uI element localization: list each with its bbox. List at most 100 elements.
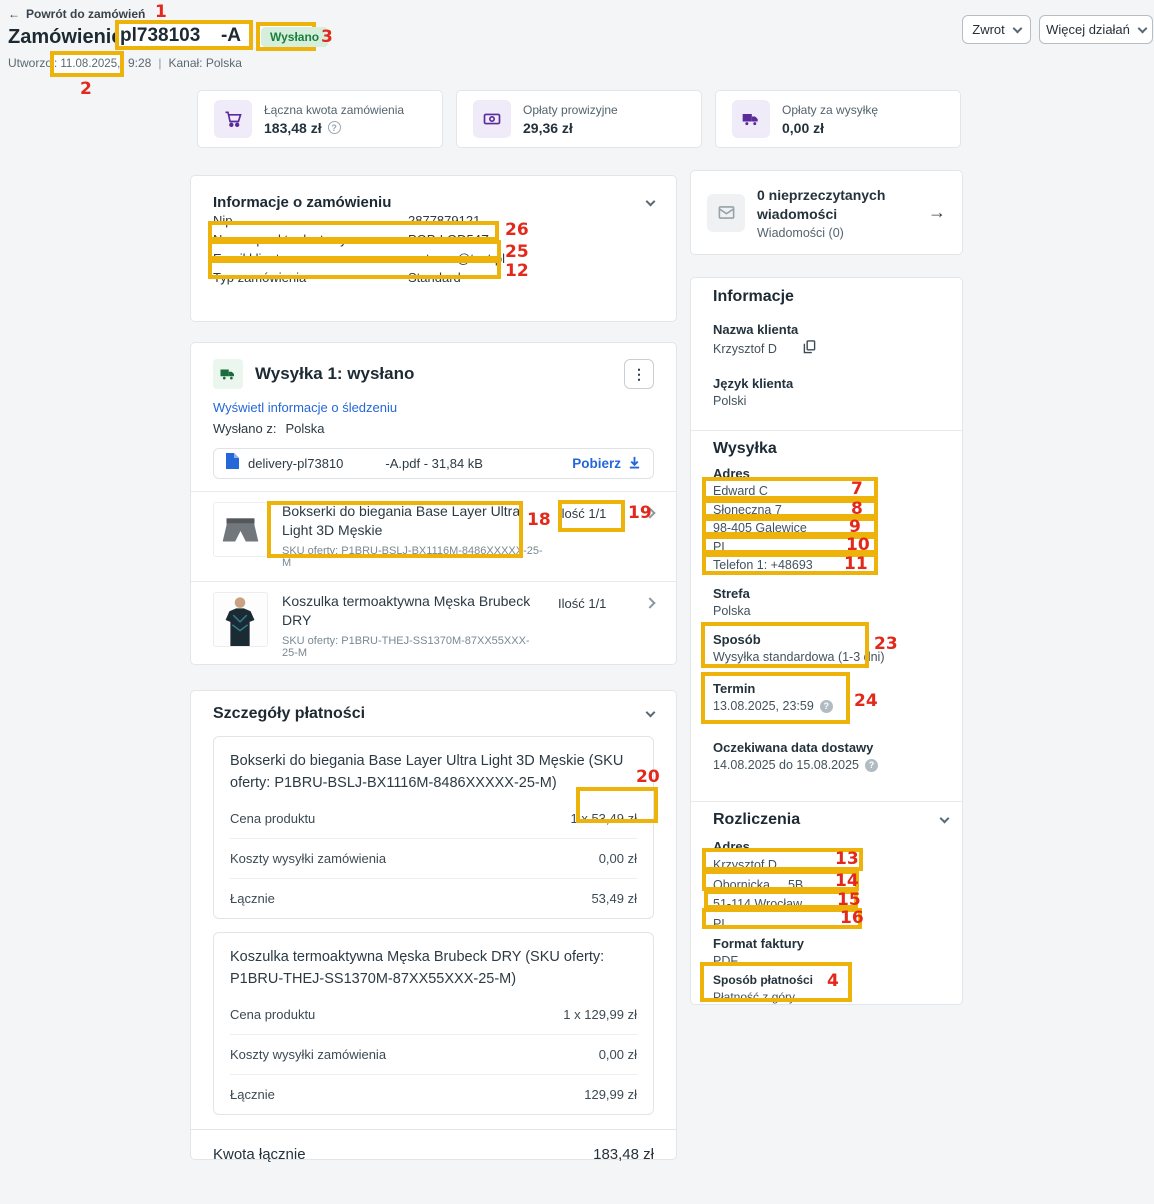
return-button[interactable]: Zwrot — [962, 15, 1031, 44]
shipping-title: Wysyłka — [713, 440, 777, 457]
billing-street-suffix: 5B — [787, 877, 804, 892]
payment-row-value: 0,00 zł — [598, 1047, 637, 1062]
chevron-down-icon — [1137, 23, 1148, 33]
created-label: Utworzono — [8, 56, 66, 70]
more-actions-label: Więcej działań — [1046, 22, 1130, 37]
messages-card[interactable]: 0 nieprzeczytanych wiadomości Wiadomości… — [690, 170, 963, 255]
payment-row-value: 53,49 zł — [591, 891, 637, 906]
order-info-title: Informacje o zamówieniu — [213, 194, 392, 211]
divider — [691, 430, 962, 431]
product-title: Bokserki do biegania Base Layer Ultra Li… — [282, 503, 521, 538]
eta-label: Oczekiwana data dostawy — [713, 740, 874, 755]
payment-total-value: 183,48 zł — [593, 1146, 654, 1163]
customer-name-value: Krzysztof D — [713, 341, 777, 356]
back-link[interactable]: ← Powrót do zamówień — [8, 7, 145, 21]
summary-value: 29,36 zł — [523, 119, 573, 136]
deadline-row: 13.08.2025, 23:59 ? — [713, 699, 833, 713]
zone-value: Polska — [713, 604, 751, 618]
order-info-row-type: Typ zamówienia Standard — [213, 268, 654, 287]
eta-row: 14.08.2025 do 15.08.2025 ? — [713, 758, 878, 772]
billing-country: PL — [713, 916, 729, 931]
method-value: Wysyłka standardowa (1-3 dni) — [713, 650, 885, 664]
delivery-file-row: delivery-pl73810 -A.pdf - 31,84 kB Pobier… — [213, 448, 654, 479]
row-label: Typ zamówienia — [213, 270, 307, 285]
payment-method-label: Sposób płatności — [713, 973, 814, 987]
sidebar-info-title: Informacje — [713, 288, 794, 305]
shipped-from-row: Wysłano z: Polska — [213, 421, 654, 436]
payment-row-label: Cena produktu — [230, 1007, 316, 1022]
billing-name: Krzysztof D — [713, 858, 777, 872]
row-value: 2877879121 — [408, 213, 481, 228]
billing-title: Rozliczenia — [713, 811, 801, 828]
row-value: mateusz@test.pl — [408, 251, 506, 266]
product-sku: SKU oferty: P1BRU-BSLJ-BX1116M-8486XXXXX… — [282, 545, 543, 569]
shipping-country: PL — [713, 539, 729, 554]
payment-row-value: 1 x 53,49 zł — [570, 811, 638, 826]
product-qty: Ilość 1/1 — [558, 506, 607, 521]
collapse-chevron-icon[interactable] — [645, 196, 656, 206]
arrow-right-icon[interactable]: → — [928, 202, 946, 222]
kebab-menu-icon[interactable]: ⋮ — [624, 359, 654, 389]
collapse-chevron-icon[interactable] — [939, 813, 950, 824]
summary-card-shipping-fees: Opłaty za wysyłkę 0,00 zł — [715, 90, 961, 148]
fees-icon — [473, 100, 511, 138]
download-label: Pobierz — [572, 456, 621, 471]
payment-total-row: Kwota łącznie 183,48 zł — [191, 1129, 676, 1163]
shipment-title: Wysyłka 1: wysłano — [255, 364, 415, 383]
summary-label: Opłaty za wysyłkę — [782, 102, 879, 117]
payment-row-value: 0,00 zł — [598, 851, 637, 866]
payment-total-label: Kwota łącznie — [213, 1146, 306, 1163]
payment-row: Koszty wysyłki zamówienia 0,00 zł — [230, 838, 637, 878]
order-info-card: Informacje o zamówieniu Nip 2877879121 N… — [190, 175, 677, 322]
product-image-boxers — [213, 502, 268, 557]
payment-group-title: Bokserki do biegania Base Layer Ultra Li… — [230, 753, 624, 791]
payment-row-value: 1 x 129,99 zł — [563, 1007, 637, 1022]
more-actions-button[interactable]: Więcej działań — [1039, 15, 1153, 44]
help-icon[interactable]: ? — [819, 699, 833, 713]
status-badge: Wysłano — [261, 27, 329, 47]
truck-icon — [732, 100, 770, 138]
return-button-label: Zwrot — [972, 22, 1005, 37]
row-value: POP-LOD54Z — [408, 232, 489, 247]
chevron-right-icon[interactable] — [644, 507, 656, 519]
payment-row: Cena produktu 1 x 53,49 zł — [230, 799, 637, 838]
chevron-down-icon — [1012, 23, 1023, 33]
download-icon — [628, 456, 641, 472]
summary-card-total: Łączna kwota zamówienia 183,48 zł? — [197, 90, 443, 148]
payment-method-value: Płatność z góry — [713, 990, 796, 1004]
download-button[interactable]: Pobierz — [572, 456, 641, 472]
payment-row: Łącznie 53,49 zł — [230, 878, 637, 918]
deadline-label: Termin — [713, 681, 756, 696]
back-label: Powrót do zamówień — [26, 7, 146, 21]
eta-value: 14.08.2025 do 15.08.2025 — [713, 758, 859, 772]
chevron-right-icon[interactable] — [644, 597, 656, 609]
order-info-row-email: Email klienta mateusz@test.pl — [213, 249, 654, 268]
product-qty: Ilość 1/1 — [558, 596, 607, 611]
deadline-value: 13.08.2025, 23:59 — [713, 699, 814, 713]
payment-row-label: Łącznie — [230, 1087, 275, 1102]
shipped-from-value: Polska — [285, 421, 325, 436]
tracking-link[interactable]: Wyświetl informacje o śledzeniu — [213, 400, 398, 415]
help-icon[interactable]: ? — [864, 758, 878, 772]
annotation-label-2: 2 — [80, 79, 92, 99]
invoice-format-label: Format faktury — [713, 936, 805, 951]
customer-name-label: Nazwa klienta — [713, 322, 799, 337]
divider — [691, 801, 962, 802]
shipping-address-label: Adres — [713, 466, 750, 481]
billing-address-label: Adres — [713, 839, 750, 854]
shipping-address-block: Edward C Słoneczna 7 98-405 Galewice PL … — [713, 482, 813, 575]
copy-icon[interactable] — [803, 340, 816, 357]
payment-row: Koszty wysyłki zamówienia 0,00 zł — [230, 1034, 637, 1074]
back-arrow-icon: ← — [8, 7, 20, 21]
shipment-item-row[interactable]: Bokserki do biegania Base Layer Ultra Li… — [191, 491, 676, 581]
shipment-item-row[interactable]: Koszulka termoaktywna Męska Brubeck DRY … — [191, 581, 676, 671]
summary-label: Łączna kwota zamówienia — [264, 102, 405, 117]
row-label: Nip — [213, 213, 233, 228]
collapse-chevron-icon[interactable] — [645, 707, 656, 718]
file-icon — [226, 453, 239, 474]
customer-name-row: Krzysztof D — [713, 340, 816, 357]
shipment-card: Wysyłka 1: wysłano ⋮ Wyświetl informacje… — [190, 342, 677, 665]
order-number-field: pl738103 -A — [117, 22, 251, 50]
help-icon[interactable]: ? — [327, 121, 341, 134]
